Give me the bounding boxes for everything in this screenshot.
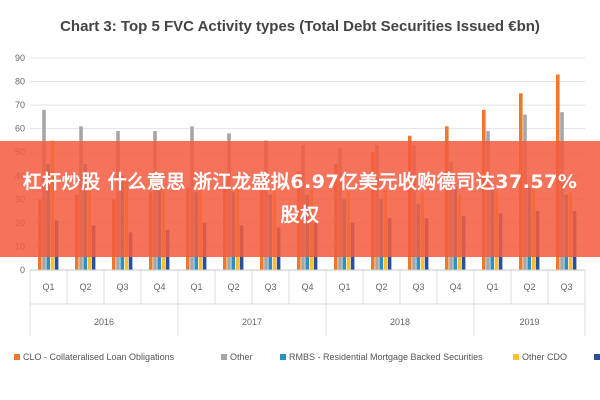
legend-swatch (280, 354, 286, 360)
legend-entry: Other (230, 352, 253, 362)
legend-entry: Other CDO (522, 352, 567, 362)
legend-swatch (513, 354, 519, 360)
y-tick-label: 80 (15, 77, 25, 87)
y-tick-label: 0 (20, 265, 25, 275)
y-tick-label: 90 (15, 53, 25, 63)
legend-swatch (14, 354, 20, 360)
x-tick-label: Q3 (116, 282, 128, 292)
x-tick-label: Q4 (301, 282, 313, 292)
legend-swatch (221, 354, 227, 360)
x-tick-label: Q2 (523, 282, 535, 292)
x-year-label: 2017 (242, 317, 262, 327)
x-tick-label: Q4 (153, 282, 165, 292)
x-tick-label: Q1 (486, 282, 498, 292)
chart-title: Chart 3: Top 5 FVC Activity types (Total… (60, 18, 540, 35)
x-year-label: 2018 (390, 317, 410, 327)
x-tick-label: Q1 (42, 282, 54, 292)
x-tick-label: Q3 (560, 282, 572, 292)
headline-banner[interactable]: 杠杆炒股 什么意思 浙江龙盛拟6.97亿美元收购德司达37.57%股权 (0, 141, 600, 257)
y-tick-label: 60 (15, 124, 25, 134)
x-tick-label: Q2 (79, 282, 91, 292)
x-tick-label: Q1 (190, 282, 202, 292)
legend-swatch (594, 354, 600, 360)
x-tick-label: Q3 (412, 282, 424, 292)
legend-entry: RMBS - Residential Mortgage Backed Secur… (289, 352, 483, 362)
x-tick-label: Q3 (264, 282, 276, 292)
x-axis: Q1 Q2 Q3 Q4 Q1 Q2 Q3 Q4 Q1 Q2 Q3 Q4 Q1 Q2 Q3 2016 2017 20… (29, 269, 586, 336)
x-tick-label: Q1 (338, 282, 350, 292)
x-year-label: 2016 (94, 317, 114, 327)
x-tick-label: Q2 (227, 282, 239, 292)
legend-entry: CLO - Collateralised Loan Obligations (23, 352, 175, 362)
y-tick-label: 70 (15, 100, 25, 110)
legend: CLO - Collateralised Loan Obligations Oth… (14, 352, 600, 362)
x-tick-label: Q2 (375, 282, 387, 292)
x-tick-label: Q4 (449, 282, 461, 292)
x-year-label: 2019 (519, 317, 539, 327)
headline-text[interactable]: 杠杆炒股 什么意思 浙江龙盛拟6.97亿美元收购德司达37.57%股权 (22, 171, 578, 226)
